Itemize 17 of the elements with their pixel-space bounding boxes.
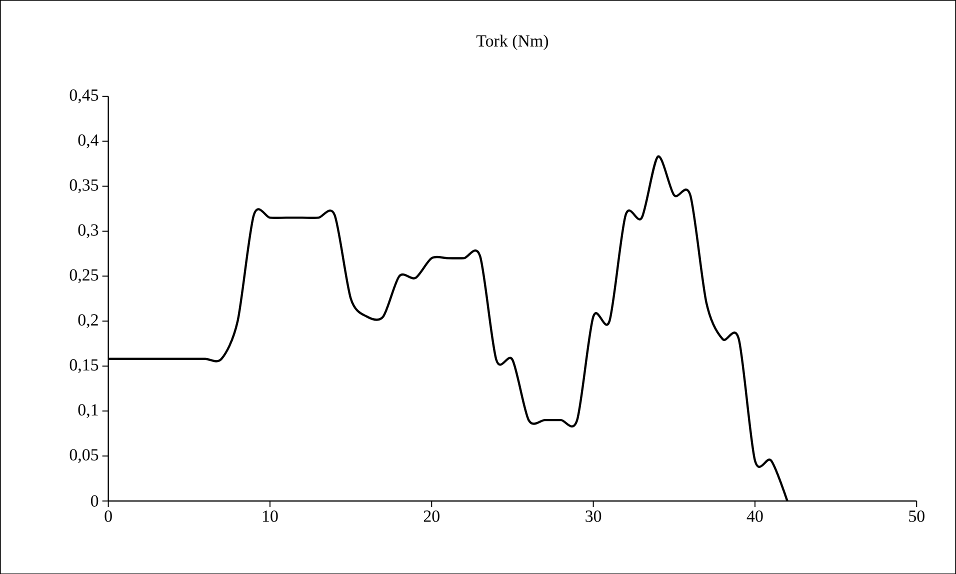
y-tick-label: 0,3 [78, 224, 98, 238]
chart-title: Tork (Nm) [476, 34, 548, 50]
y-tick-label: 0 [90, 495, 98, 507]
y-tick-label: 0,35 [70, 179, 98, 194]
y-tick-label: 0,15 [70, 359, 98, 373]
y-tick-label: 0,4 [78, 134, 99, 148]
y-tick-label: 0,05 [70, 448, 98, 463]
y-tick-label: 0,45 [70, 89, 98, 104]
x-tick-label: 20 [424, 510, 440, 522]
x-tick-label: 30 [586, 510, 602, 522]
y-tick-label: 0,25 [70, 269, 98, 283]
x-tick-label: 50 [909, 510, 924, 522]
y-tick-label: 0,1 [78, 404, 98, 418]
x-tick-label: 40 [746, 510, 763, 522]
x-tick-label: 10 [263, 510, 278, 522]
x-tick-label: 0 [104, 510, 112, 522]
y-tick-label: 0,2 [78, 314, 98, 328]
